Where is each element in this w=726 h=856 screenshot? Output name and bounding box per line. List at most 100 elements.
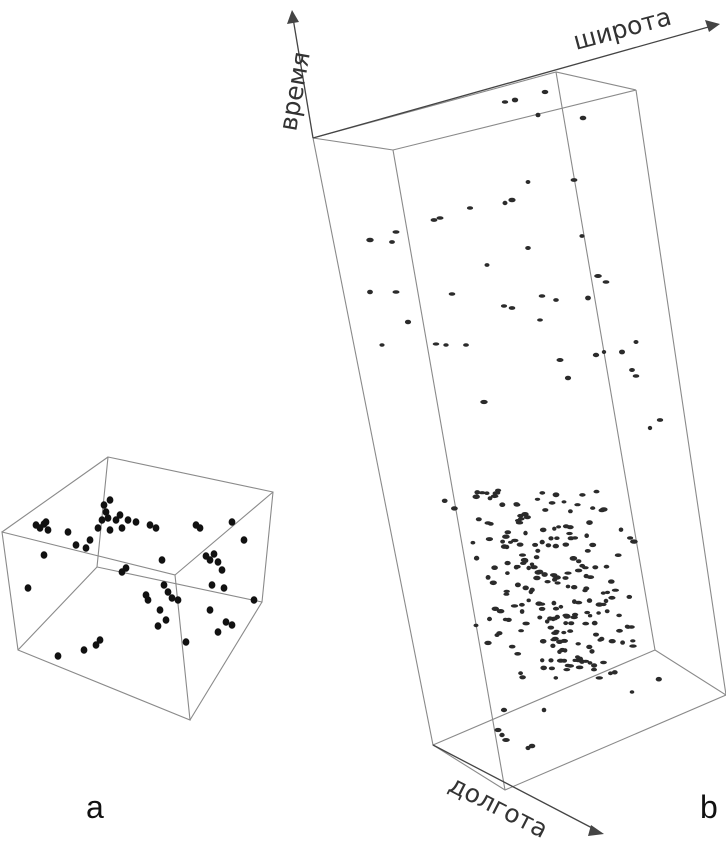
point-b [500, 539, 505, 544]
point-b [595, 602, 604, 607]
point-b [551, 600, 557, 606]
point-b [576, 559, 582, 564]
point-b [591, 620, 598, 626]
point-b [593, 489, 600, 494]
time-axis-label: время [273, 49, 315, 133]
point-a [156, 606, 164, 614]
point-a [240, 536, 248, 544]
point-b [523, 558, 529, 563]
point-a [196, 524, 204, 532]
point-b [552, 543, 559, 549]
point-b [504, 530, 512, 535]
point-b [539, 491, 546, 495]
point-b [519, 602, 525, 607]
point-b [601, 350, 607, 354]
point-b [496, 631, 503, 636]
point-b [585, 295, 591, 301]
point-b [589, 649, 595, 654]
point-a [44, 526, 52, 534]
point-b [463, 343, 469, 347]
point-a [112, 516, 120, 524]
point-b [574, 600, 583, 605]
point-b [473, 555, 480, 561]
point-b [473, 623, 479, 628]
point-b [591, 667, 597, 672]
point-b [470, 540, 476, 545]
point-b [647, 425, 653, 431]
point-b [552, 492, 560, 498]
point-b [553, 298, 559, 302]
point-b [515, 518, 522, 523]
point-b [366, 237, 374, 243]
point-b [379, 343, 385, 347]
point-b [505, 617, 512, 623]
point-b [627, 536, 634, 540]
point-b [494, 727, 502, 733]
point-b [656, 418, 664, 422]
point-b [560, 638, 568, 643]
point-b [611, 588, 620, 592]
point-b [544, 580, 551, 584]
point-b [528, 589, 534, 595]
point-b [603, 564, 610, 569]
point-b [404, 319, 412, 325]
point-b [541, 707, 547, 713]
point-b [557, 649, 562, 654]
point-b [389, 240, 395, 244]
point-b [545, 543, 552, 548]
point-a [142, 591, 150, 599]
point-b [521, 512, 529, 517]
point-b [516, 542, 524, 547]
point-b [525, 180, 531, 184]
point-b [491, 606, 499, 611]
point-b [630, 539, 638, 544]
point-b [552, 606, 560, 611]
point-b [608, 671, 613, 676]
point-a [98, 516, 106, 524]
point-b [563, 668, 571, 672]
point-b [500, 707, 508, 713]
point-b [561, 630, 567, 635]
point-b [490, 494, 499, 499]
point-b [604, 609, 610, 614]
point-b [554, 536, 560, 540]
point-b [466, 206, 474, 210]
point-b [586, 644, 593, 650]
point-b [602, 280, 610, 284]
point-b [569, 556, 578, 561]
point-b [505, 571, 510, 575]
point-b [432, 342, 440, 346]
point-b [629, 644, 637, 648]
point-b [624, 624, 630, 629]
point-b [539, 527, 547, 533]
point-b [587, 661, 593, 665]
point-b [441, 498, 448, 503]
point-b [587, 614, 593, 618]
point-b [499, 732, 505, 738]
panel-a [1, 456, 274, 721]
point-b [526, 565, 531, 571]
point-b [582, 588, 588, 593]
point-b [508, 306, 516, 310]
point-a [208, 581, 216, 589]
point-b [533, 575, 541, 581]
point-b [626, 594, 633, 599]
point-b [500, 544, 508, 549]
points-b [366, 89, 664, 751]
point-b [538, 606, 546, 611]
point-b [530, 565, 538, 570]
point-b [511, 97, 519, 103]
point-b [563, 621, 569, 626]
point-b [558, 604, 564, 609]
point-b [633, 340, 639, 344]
point-b [528, 743, 536, 749]
point-b [514, 652, 522, 656]
point-b [542, 508, 549, 512]
point-a [116, 511, 124, 519]
point-a [164, 588, 172, 596]
point-b [502, 534, 510, 539]
point-a [228, 621, 236, 629]
point-b [548, 658, 554, 663]
point-a [168, 594, 176, 602]
